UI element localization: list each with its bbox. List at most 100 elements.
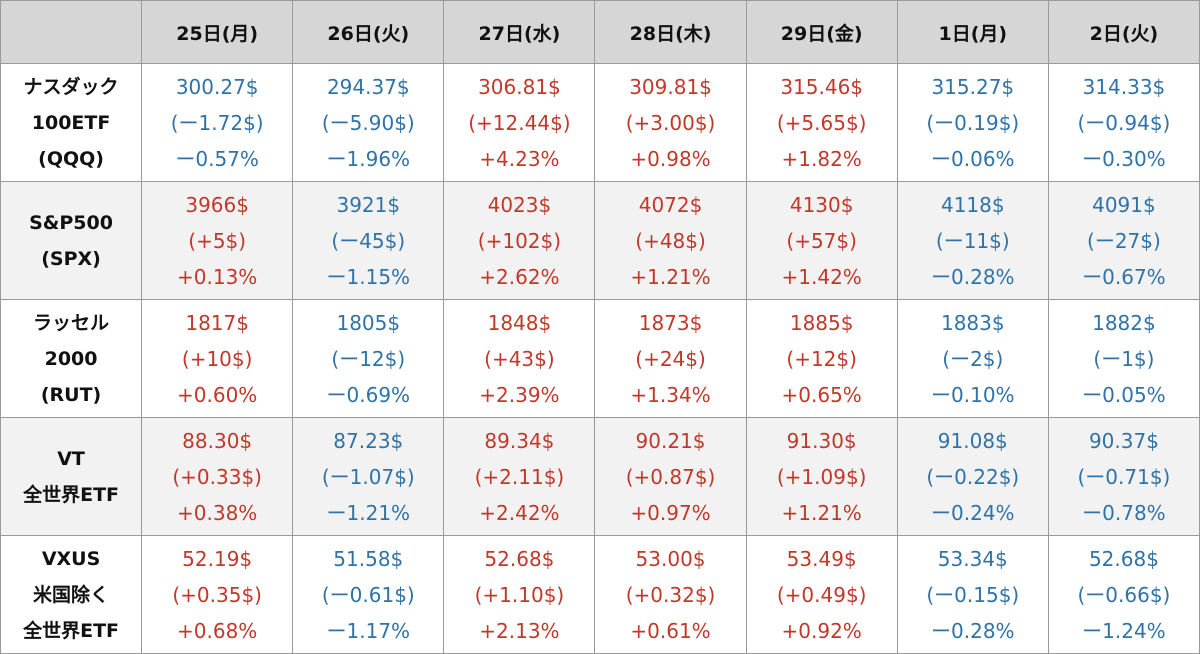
price-cell: 52.68$ (ー0.66$) ー1.24% [1047, 535, 1200, 654]
price-value: 1848$ [487, 310, 552, 335]
row-label: VXUS 米国除く全世界ETF [0, 535, 143, 654]
price-value: 52.68$ [1088, 546, 1159, 571]
change-value: (+1.09$) [776, 464, 867, 489]
change-value: (+43$) [484, 346, 555, 371]
row-label-line: ナスダック [23, 75, 119, 98]
percent-change: ー0.05% [1082, 382, 1166, 407]
change-value: (+5.65$) [776, 110, 867, 135]
price-value: 88.30$ [182, 428, 253, 453]
percent-change: +0.13% [177, 264, 258, 289]
percent-change: +1.82% [781, 146, 862, 171]
change-value: (+24$) [635, 346, 706, 371]
price-value: 87.23$ [333, 428, 404, 453]
price-cell: 53.00$ (+0.32$) +0.61% [594, 535, 747, 654]
percent-change: +0.65% [781, 382, 862, 407]
percent-change: +2.62% [479, 264, 560, 289]
change-value: (+57$) [786, 228, 857, 253]
price-cell: 87.23$ (ー1.07$) ー1.21% [292, 417, 445, 536]
price-value: 1883$ [940, 310, 1005, 335]
price-value: 1885$ [789, 310, 854, 335]
price-value: 1882$ [1092, 310, 1156, 335]
price-value: 51.58$ [333, 546, 404, 571]
change-value: (+48$) [635, 228, 706, 253]
change-value: (+0.32$) [625, 582, 716, 607]
change-value: (ー5.90$) [321, 110, 415, 135]
percent-change: ー0.28% [931, 264, 1015, 289]
change-value: (ー0.15$) [926, 582, 1020, 607]
corner-cell [0, 0, 143, 64]
price-value: 53.34$ [937, 546, 1008, 571]
price-cell: 315.46$ (+5.65$) +1.82% [745, 63, 898, 182]
change-value: (ー27$) [1087, 228, 1161, 253]
price-cell: 4118$ (ー11$) ー0.28% [896, 181, 1049, 300]
change-value: (ー12$) [331, 346, 406, 371]
percent-change: ー0.78% [1082, 500, 1166, 525]
change-value: (+5$) [188, 228, 247, 253]
change-value: (+2.11$) [474, 464, 565, 489]
table-row: VT 全世界ETF 88.30$ (+0.33$) +0.38% 87.23$ (ー1.07… [0, 417, 1200, 536]
percent-change: +0.97% [630, 500, 711, 525]
price-cell: 51.58$ (ー0.61$) ー1.17% [292, 535, 445, 654]
price-cell: 1885$ (+12$) +0.65% [745, 299, 898, 418]
change-value: (+0.87$) [625, 464, 716, 489]
row-label-line: ラッセル [33, 311, 110, 334]
day-header: 27日(水) [443, 0, 596, 64]
percent-change: +0.60% [177, 382, 258, 407]
change-value: (ー0.19$) [926, 110, 1020, 135]
percent-change: +1.42% [781, 264, 862, 289]
row-label-line: 全世界ETF [23, 619, 120, 642]
price-cell: 88.30$ (+0.33$) +0.38% [141, 417, 294, 536]
price-value: 1805$ [336, 310, 401, 335]
header-row: 25日(月) 26日(火) 27日(水) 28日(木) 29日(金) 1日(月)… [0, 0, 1200, 64]
price-value: 4091$ [1092, 192, 1156, 217]
price-cell: 294.37$ (ー5.90$) ー1.96% [292, 63, 445, 182]
row-label-line: 米国除く [33, 583, 110, 606]
price-cell: 1805$ (ー12$) ー0.69% [292, 299, 445, 418]
price-value: 52.68$ [484, 546, 555, 571]
row-label-line: 2000 [44, 347, 98, 370]
percent-change: ー0.57% [175, 146, 259, 171]
row-label: S&P500 (SPX) [0, 181, 143, 300]
percent-change: +1.21% [781, 500, 862, 525]
change-value: (ー0.94$) [1077, 110, 1171, 135]
change-value: (ー2$) [942, 346, 1004, 371]
price-cell: 309.81$ (+3.00$) +0.98% [594, 63, 747, 182]
change-value: (+0.35$) [172, 582, 262, 607]
percent-change: ー1.96% [326, 146, 411, 171]
change-value: (+102$) [477, 228, 562, 253]
change-value: (ー1.72$) [170, 110, 264, 135]
percent-change: ー1.17% [326, 618, 411, 643]
price-value: 4130$ [789, 192, 854, 217]
percent-change: ー1.21% [326, 500, 411, 525]
price-value: 90.37$ [1088, 428, 1159, 453]
percent-change: +0.92% [781, 618, 862, 643]
row-label: ナスダック 100ETF (QQQ) [0, 63, 143, 182]
table-row: ラッセル 2000 (RUT) 1817$ (+10$) +0.60% 1805$ (ー12$… [0, 299, 1200, 418]
price-value: 3966$ [185, 192, 249, 217]
change-value: (ー0.66$) [1077, 582, 1171, 607]
change-value: (ー1$) [1093, 346, 1155, 371]
change-value: (+12$) [786, 346, 857, 371]
percent-change: +1.21% [630, 264, 711, 289]
percent-change: ー1.15% [326, 264, 411, 289]
price-cell: 52.68$ (+1.10$) +2.13% [443, 535, 596, 654]
price-value: 294.37$ [326, 74, 410, 99]
price-cell: 90.37$ (ー0.71$) ー0.78% [1047, 417, 1200, 536]
row-label-line: VXUS [41, 547, 101, 570]
change-value: (+0.33$) [172, 464, 262, 489]
price-value: 90.21$ [635, 428, 706, 453]
price-value: 315.27$ [931, 74, 1015, 99]
row-label: VT 全世界ETF [0, 417, 143, 536]
change-value: (ー11$) [935, 228, 1010, 253]
table-body: ナスダック 100ETF (QQQ) 300.27$ (ー1.72$) ー0.57% 294… [0, 63, 1200, 654]
day-header: 26日(火) [292, 0, 445, 64]
price-value: 1873$ [638, 310, 703, 335]
price-cell: 1817$ (+10$) +0.60% [141, 299, 294, 418]
price-cell: 1883$ (ー2$) ー0.10% [896, 299, 1049, 418]
price-value: 306.81$ [478, 74, 561, 99]
price-value: 89.34$ [484, 428, 555, 453]
price-value: 53.00$ [635, 546, 706, 571]
price-value: 4023$ [487, 192, 552, 217]
table-row: ナスダック 100ETF (QQQ) 300.27$ (ー1.72$) ー0.57% 294… [0, 63, 1200, 182]
price-cell: 91.30$ (+1.09$) +1.21% [745, 417, 898, 536]
